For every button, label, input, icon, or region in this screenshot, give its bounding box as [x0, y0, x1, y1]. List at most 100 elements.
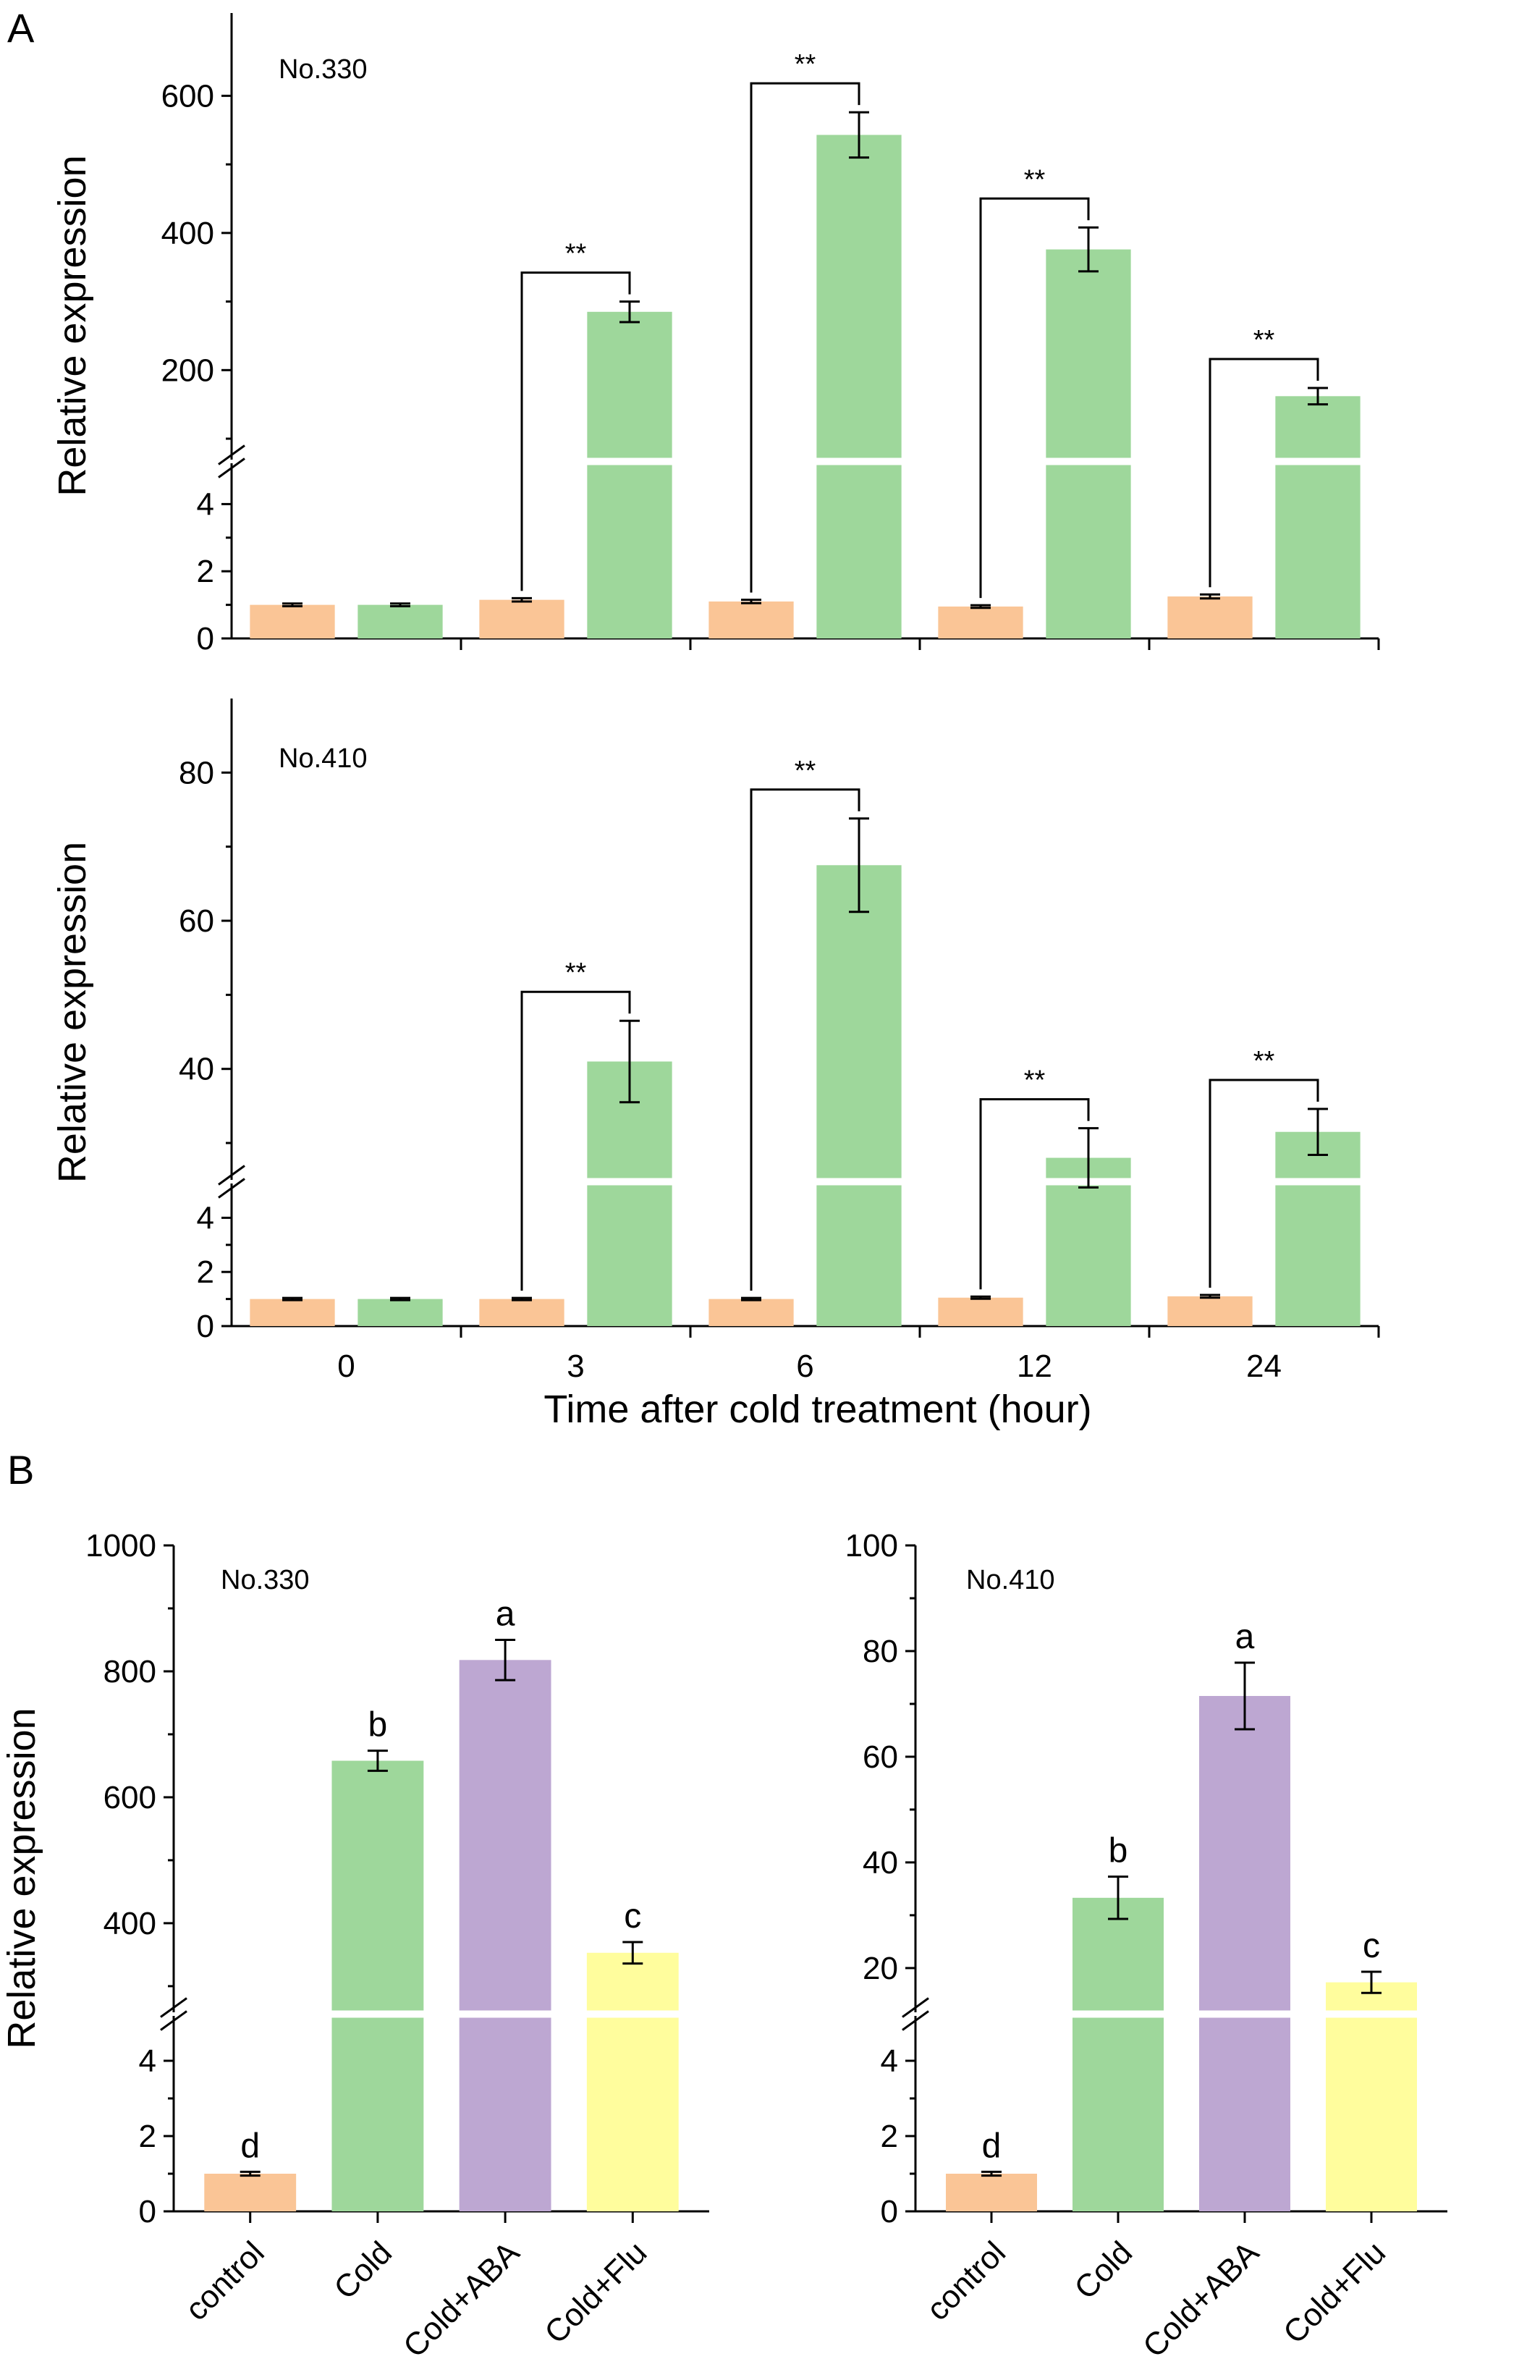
- y-tick-label: 4: [881, 2043, 898, 2079]
- y-tick-label: 0: [197, 621, 214, 657]
- bar: [1326, 1982, 1417, 2211]
- chart-b-no410: 0 2 4 20 40 60 80 100 No.410 d control b Cold a Cold+A…: [845, 1528, 1447, 2364]
- group-letter: d: [240, 2127, 260, 2165]
- x-tick-label: 0: [337, 1349, 355, 1384]
- sample-label: No.330: [221, 1565, 310, 1595]
- significance-label: **: [1253, 325, 1275, 355]
- bar: [358, 1299, 443, 1326]
- y-axis-title: Relative expression: [51, 842, 94, 1183]
- y-tick-label: 4: [139, 2043, 156, 2079]
- y-tick-label: 1000: [85, 1528, 156, 1564]
- significance-bracket: [1209, 1079, 1319, 1288]
- x-tick-label: Cold+ABA: [397, 2235, 527, 2365]
- y-tick-label: 2: [139, 2119, 156, 2154]
- axis-break-mark: [160, 1997, 187, 2018]
- x-tick-label: Cold: [327, 2235, 399, 2306]
- significance-bracket: [520, 271, 631, 591]
- y-tick-label: 600: [161, 78, 214, 114]
- y-tick-label: 600: [103, 1780, 156, 1815]
- significance-bracket: [750, 82, 860, 593]
- y-tick-label: 2: [197, 554, 214, 589]
- bar: [479, 1299, 564, 1326]
- bar: [1275, 396, 1361, 638]
- x-tick-label: 12: [1017, 1349, 1052, 1384]
- bar: [1072, 1897, 1164, 2211]
- significance-bracket: [750, 788, 860, 1291]
- bar: [708, 601, 794, 638]
- y-tick-label: 0: [197, 1309, 214, 1344]
- y-axis-title: Relative expression: [51, 155, 94, 496]
- axis-break-mark: [160, 2010, 187, 2031]
- axis-break-mark: [218, 457, 245, 478]
- significance-label: **: [1024, 1065, 1046, 1096]
- axis-break-mark: [218, 1178, 245, 1199]
- x-tick-label: Cold+Flu: [1277, 2235, 1392, 2350]
- x-tick-label: control: [920, 2235, 1012, 2327]
- y-tick-label: 60: [863, 1739, 898, 1775]
- group-letter: a: [1235, 1618, 1255, 1656]
- group-letter: d: [982, 2127, 1002, 2165]
- bar: [479, 599, 564, 638]
- bar: [358, 604, 443, 638]
- y-axis-title: Relative expression: [0, 1708, 43, 2048]
- y-tick-label: 0: [881, 2194, 898, 2229]
- x-tick-label: Cold+Flu: [538, 2235, 653, 2350]
- group-letter: a: [496, 1595, 515, 1633]
- y-tick-label: 800: [103, 1654, 156, 1689]
- x-axis-title-a: Time after cold treatment (hour): [543, 1388, 1091, 1431]
- bar: [331, 1760, 424, 2211]
- bar: [204, 2174, 297, 2211]
- bar: [1167, 596, 1253, 638]
- bar: [1275, 1131, 1361, 1326]
- y-tick-label: 2: [881, 2119, 898, 2154]
- bar: [938, 606, 1023, 638]
- bar: [587, 1061, 672, 1326]
- significance-bracket: [979, 197, 1090, 599]
- y-tick-label: 20: [863, 1951, 898, 1986]
- bar: [587, 311, 672, 638]
- x-tick-label: 3: [567, 1349, 584, 1384]
- bar: [1199, 1696, 1290, 2211]
- significance-label: **: [795, 49, 816, 80]
- y-tick-label: 4: [197, 1200, 214, 1236]
- chart-a-no330: 0 2 4 200 400 600 Relative expression No.330 ** *…: [51, 13, 1380, 657]
- bar: [816, 865, 902, 1326]
- x-tick-label: control: [179, 2235, 271, 2327]
- panel-label-a: A: [7, 5, 35, 51]
- axis-break-mark: [218, 1165, 245, 1186]
- y-tick-label: 400: [103, 1906, 156, 1941]
- y-tick-label: 100: [845, 1528, 898, 1564]
- significance-bracket: [520, 990, 631, 1291]
- bar: [1046, 249, 1131, 638]
- panel-label-b: B: [7, 1447, 34, 1493]
- y-tick-label: 200: [161, 353, 214, 388]
- x-tick-label: 24: [1246, 1349, 1282, 1384]
- bar: [250, 604, 335, 638]
- group-letter: b: [368, 1706, 388, 1744]
- chart-b-no330: 0 2 4 400 600 800 1000 Relative expression No.33…: [0, 1528, 709, 2364]
- axis-break-mark: [218, 444, 245, 465]
- y-tick-label: 0: [139, 2194, 156, 2229]
- sample-label: No.410: [279, 743, 368, 774]
- bar: [938, 1297, 1023, 1326]
- y-tick-label: 4: [197, 486, 214, 522]
- axis-break-mark: [902, 1997, 929, 2018]
- bar: [586, 1952, 679, 2211]
- x-tick-label: Cold+ABA: [1136, 2235, 1266, 2365]
- y-tick-label: 80: [179, 755, 214, 790]
- significance-label: **: [795, 756, 816, 786]
- bar: [946, 2174, 1037, 2211]
- x-tick-label: Cold: [1067, 2235, 1139, 2306]
- bar: [250, 1299, 335, 1326]
- bar: [708, 1299, 794, 1326]
- significance-label: **: [1253, 1046, 1275, 1076]
- significance-label: **: [565, 958, 587, 988]
- group-letter: c: [1363, 1927, 1380, 1965]
- bar: [459, 1660, 551, 2211]
- significance-bracket: [979, 1098, 1090, 1290]
- bar: [816, 135, 902, 639]
- y-tick-label: 400: [161, 216, 214, 251]
- y-tick-label: 2: [197, 1254, 214, 1290]
